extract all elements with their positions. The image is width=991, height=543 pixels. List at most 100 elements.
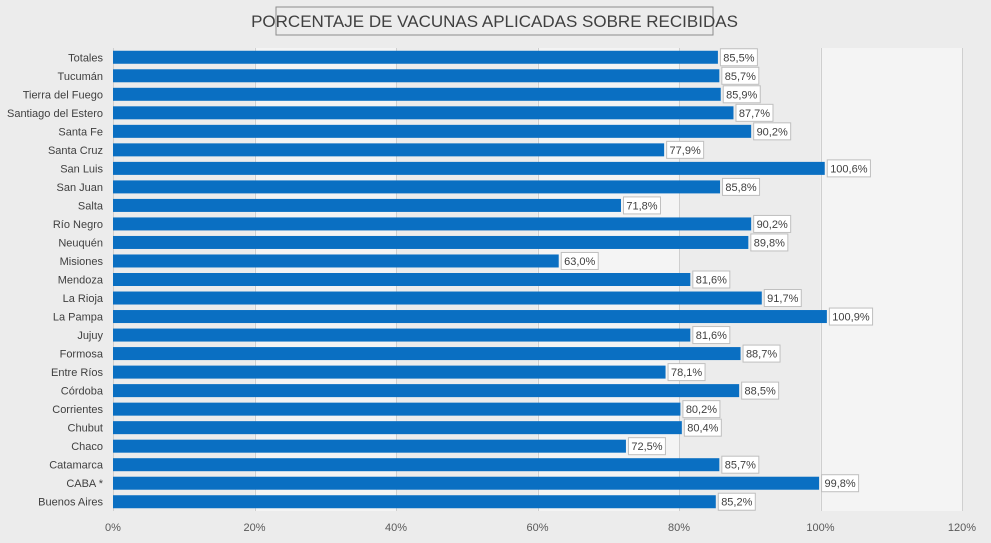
category-label: Catamarca <box>49 460 104 472</box>
bars <box>113 50 827 509</box>
data-label: 81,6% <box>696 330 727 342</box>
chart-title: PORCENTAJE DE VACUNAS APLICADAS SOBRE RE… <box>251 12 738 31</box>
bar <box>113 50 718 64</box>
data-label: 100,6% <box>830 163 868 175</box>
category-label: Entre Ríos <box>51 367 103 379</box>
data-label-box <box>622 196 661 215</box>
bar <box>113 180 721 194</box>
data-label: 85,7% <box>725 460 756 472</box>
data-label-box <box>683 418 722 437</box>
bar <box>113 439 626 453</box>
category-label: Santiago del Estero <box>7 108 103 120</box>
chart-title-group: PORCENTAJE DE VACUNAS APLICADAS SOBRE RE… <box>251 6 738 36</box>
bar <box>113 476 820 490</box>
category-label: Santa Cruz <box>48 145 103 157</box>
data-label-box <box>719 48 758 67</box>
bar <box>113 106 734 120</box>
category-label: Tierra del Fuego <box>23 89 103 101</box>
category-label: Río Negro <box>53 219 103 231</box>
x-tick-label: 20% <box>243 522 265 534</box>
bar <box>113 384 740 398</box>
data-label: 87,7% <box>739 108 770 120</box>
category-label: La Pampa <box>53 312 104 324</box>
data-label-box <box>741 381 780 400</box>
category-label: Chubut <box>68 423 103 435</box>
data-label-box <box>722 85 761 104</box>
bar <box>113 87 721 101</box>
data-label-box <box>667 363 706 382</box>
x-tick-label: 0% <box>105 522 121 534</box>
bar <box>113 291 762 305</box>
data-label-box <box>692 326 731 345</box>
data-label: 85,8% <box>725 182 756 194</box>
x-tick-label: 120% <box>948 522 976 534</box>
chart-title-box <box>275 6 714 36</box>
category-label: La Rioja <box>63 293 104 305</box>
data-label-box <box>722 177 761 196</box>
bar <box>113 310 827 324</box>
category-label: Misiones <box>60 256 104 268</box>
category-label: Salta <box>78 200 104 212</box>
data-label: 63,0% <box>564 256 595 268</box>
data-label: 85,9% <box>726 89 757 101</box>
data-label-box <box>666 140 705 159</box>
data-label: 85,5% <box>723 52 754 64</box>
category-label: Tucumán <box>58 71 103 83</box>
category-label: Formosa <box>60 349 104 361</box>
data-label: 71,8% <box>626 200 657 212</box>
data-label-box <box>627 437 666 456</box>
data-label-box <box>826 159 871 178</box>
data-label-box <box>717 492 756 511</box>
data-label-box <box>828 307 874 326</box>
bar <box>113 495 716 509</box>
data-label-box <box>560 251 599 270</box>
bar <box>113 161 825 175</box>
x-tick-labels: 0% 20% 40% 60% 80% 100% 120% <box>105 522 976 534</box>
data-label: 88,7% <box>746 349 777 361</box>
data-label-box <box>753 214 792 233</box>
bar <box>113 402 681 416</box>
data-label: 85,7% <box>725 71 756 83</box>
category-label: CABA * <box>66 478 103 490</box>
bar <box>113 124 752 138</box>
data-label: 91,7% <box>767 293 798 305</box>
data-label-box <box>735 103 774 122</box>
data-label: 78,1% <box>671 367 702 379</box>
bar <box>113 69 720 83</box>
category-label: Jujuy <box>77 330 103 342</box>
bar <box>113 273 691 286</box>
x-tick-label: 80% <box>668 522 690 534</box>
data-label-box <box>742 344 781 363</box>
category-label: San Luis <box>60 163 103 175</box>
data-label: 77,9% <box>670 145 701 157</box>
category-label: Córdoba <box>61 386 104 398</box>
data-label-box <box>753 122 792 141</box>
bar <box>113 217 752 231</box>
x-tick-label: 100% <box>806 522 834 534</box>
data-label: 81,6% <box>696 275 727 287</box>
data-label: 88,5% <box>745 386 776 398</box>
bar <box>113 235 749 249</box>
x-tick-label: 60% <box>526 522 548 534</box>
bar <box>113 198 621 212</box>
category-label: Neuquén <box>58 237 103 249</box>
data-label: 99,8% <box>824 478 855 490</box>
category-label: Santa Fe <box>58 126 103 138</box>
data-label: 89,8% <box>754 237 785 249</box>
data-label-box <box>821 474 860 493</box>
category-label: Totales <box>68 52 103 64</box>
data-label: 90,2% <box>757 126 788 138</box>
category-label: Chaco <box>71 441 103 453</box>
data-label-box <box>763 289 802 308</box>
data-label: 72,5% <box>631 441 662 453</box>
category-labels: Totales Tucumán Tierra del Fuego Santiago d… <box>7 52 104 508</box>
data-label-box <box>721 455 760 474</box>
data-label-box <box>682 400 721 419</box>
category-label: Corrientes <box>52 404 103 416</box>
bar <box>113 254 559 268</box>
bar <box>113 328 691 342</box>
data-label: 100,9% <box>832 312 870 324</box>
category-label: Buenos Aires <box>38 497 103 509</box>
data-label-box <box>692 270 731 289</box>
